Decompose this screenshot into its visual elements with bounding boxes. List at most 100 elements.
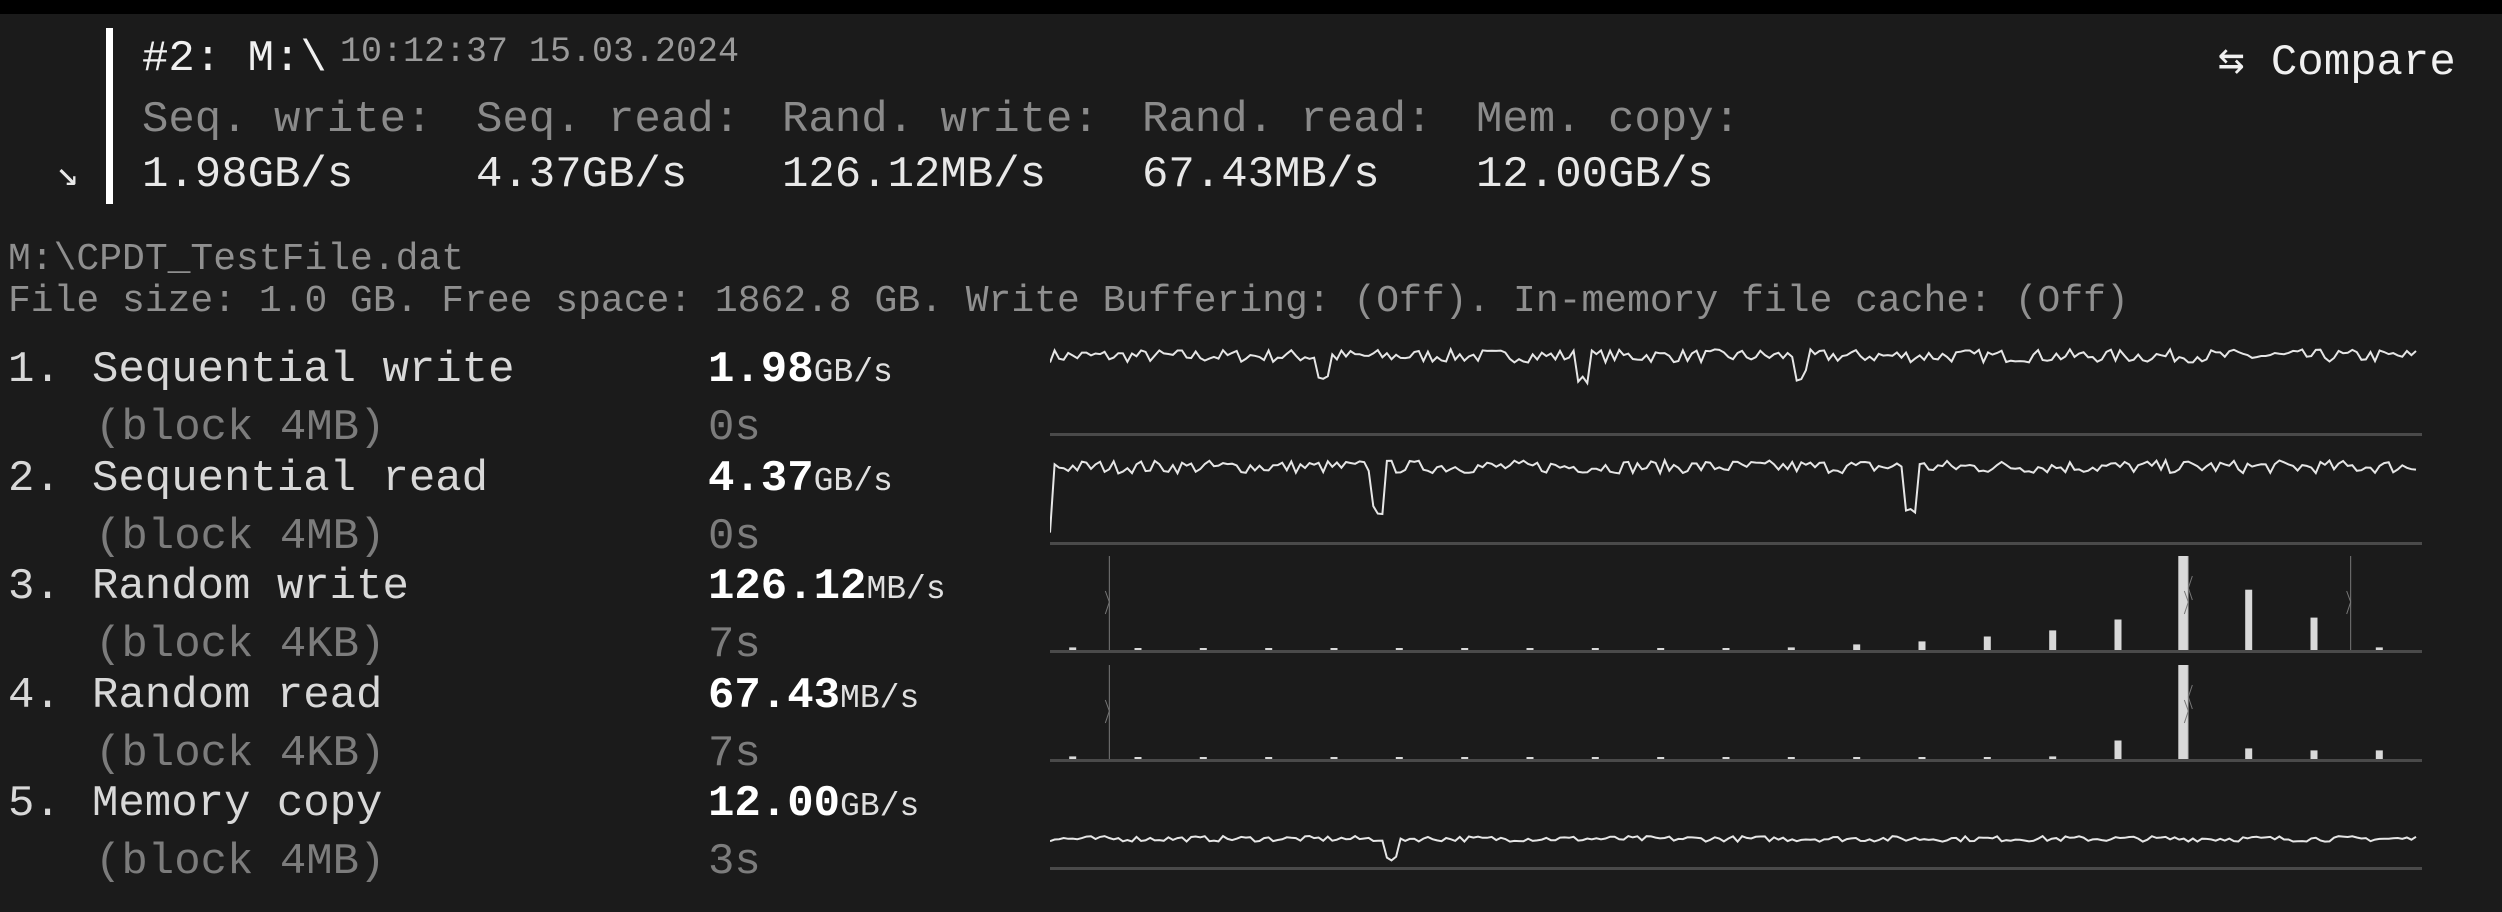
summary-value-mem-copy: 12.00GB/s bbox=[1476, 150, 1714, 200]
test-file-info: File size: 1.0 GB. Free space: 1862.8 GB… bbox=[8, 280, 2129, 323]
chart-bar bbox=[1983, 756, 1991, 759]
chart-bar bbox=[1395, 648, 1403, 650]
chart-bar bbox=[1526, 648, 1534, 650]
chart-bar bbox=[1853, 756, 1861, 759]
chart-random-read bbox=[1050, 664, 2422, 762]
test-result-value: 67.43 bbox=[708, 670, 841, 721]
chart-bar bbox=[1265, 648, 1273, 650]
chart-marker-chevron bbox=[2183, 590, 2189, 615]
test-result-unit: GB/s bbox=[813, 354, 893, 391]
test-result-unit: GB/s bbox=[813, 462, 893, 500]
chart-trace-line bbox=[1050, 834, 2417, 862]
chart-random-write bbox=[1050, 556, 2422, 653]
test-result: 67.43MB/s bbox=[708, 671, 919, 721]
chart-bar bbox=[1591, 648, 1599, 650]
chart-trace-line bbox=[1050, 346, 2417, 386]
chart-bar bbox=[2310, 749, 2318, 759]
test-result-value: 126.12 bbox=[708, 562, 867, 612]
chart-bar bbox=[1722, 648, 1730, 650]
chart-bar bbox=[2375, 749, 2383, 759]
chart-bar bbox=[2178, 664, 2189, 759]
test-block-size: (block 4MB) bbox=[95, 511, 386, 562]
test-number: 4. bbox=[8, 670, 61, 721]
chart-bar bbox=[2375, 647, 2383, 650]
top-bar bbox=[0, 0, 2502, 14]
summary-label-seq-write: Seq. write: bbox=[142, 95, 433, 145]
test-number: 3. bbox=[8, 562, 61, 612]
chart-bar bbox=[2114, 619, 2122, 650]
chart-marker-chevron bbox=[1104, 699, 1110, 723]
summary-label-rand-read: Rand. read: bbox=[1142, 95, 1433, 145]
test-name[interactable]: Sequential write bbox=[92, 345, 515, 395]
chart-bar bbox=[1199, 756, 1207, 759]
test-name[interactable]: Sequential read bbox=[92, 453, 489, 504]
test-block-size: (block 4MB) bbox=[95, 837, 386, 887]
chart-marker-chevron bbox=[2346, 590, 2352, 615]
summary-value-seq-write: 1.98GB/s bbox=[142, 150, 354, 200]
test-duration: 7s bbox=[708, 620, 761, 670]
chart-trace-line bbox=[1050, 457, 2417, 533]
chart-bar bbox=[1722, 756, 1730, 759]
test-result-unit: GB/s bbox=[840, 788, 920, 825]
chart-bar bbox=[1395, 756, 1403, 759]
test-duration: 3s bbox=[708, 837, 761, 887]
chart-bar bbox=[2049, 630, 2057, 650]
chart-bar bbox=[1330, 648, 1338, 650]
test-duration: 0s bbox=[708, 403, 761, 453]
chart-bar bbox=[1657, 648, 1665, 650]
test-name[interactable]: Random read bbox=[92, 670, 383, 721]
summary-value-rand-read: 67.43MB/s bbox=[1142, 150, 1380, 200]
chart-baseline bbox=[1050, 433, 2422, 436]
chart-marker-chevron bbox=[2187, 684, 2193, 709]
collapse-arrow-icon[interactable]: ↘ bbox=[56, 154, 79, 197]
summary-label-rand-write: Rand. write: bbox=[782, 95, 1099, 145]
chart-bar bbox=[2178, 556, 2189, 650]
chart-bar bbox=[1069, 647, 1077, 650]
test-block-size: (block 4KB) bbox=[95, 620, 386, 670]
chart-bar bbox=[1983, 636, 1991, 650]
test-result-unit: MB/s bbox=[866, 571, 946, 608]
summary-value-seq-read: 4.37GB/s bbox=[476, 150, 688, 200]
chart-memory-copy bbox=[1050, 834, 2422, 870]
chart-bar bbox=[1265, 756, 1273, 759]
chart-baseline bbox=[1050, 541, 2422, 545]
chart-bar bbox=[1787, 756, 1795, 759]
test-result: 12.00GB/s bbox=[708, 779, 919, 829]
test-name[interactable]: Memory copy bbox=[92, 779, 383, 829]
test-file-path: M:\CPDT_TestFile.dat bbox=[8, 238, 465, 281]
chart-bar bbox=[1134, 756, 1142, 759]
chart-baseline bbox=[1050, 867, 2422, 870]
test-result: 4.37GB/s bbox=[708, 454, 893, 504]
test-number: 2. bbox=[8, 453, 61, 504]
summary-label-mem-copy: Mem. copy: bbox=[1476, 95, 1741, 145]
chart-bar bbox=[2310, 617, 2318, 650]
chart-bar bbox=[1134, 648, 1142, 650]
chart-bar bbox=[1787, 647, 1795, 650]
chart-bar bbox=[1069, 755, 1077, 759]
compare-button[interactable]: ⇆ Compare bbox=[2218, 38, 2456, 88]
test-result-value: 4.37 bbox=[708, 453, 814, 504]
test-result-value: 12.00 bbox=[708, 779, 841, 829]
result-marker-bar bbox=[106, 28, 113, 204]
test-number: 1. bbox=[8, 345, 61, 395]
result-timestamp: 10:12:37 15.03.2024 bbox=[340, 32, 740, 72]
chart-sequential-read bbox=[1050, 457, 2422, 545]
chart-baseline bbox=[1050, 758, 2422, 762]
chart-bar bbox=[1918, 756, 1926, 759]
test-block-size: (block 4KB) bbox=[95, 728, 386, 779]
chart-bar bbox=[2049, 755, 2057, 759]
chart-bar bbox=[2245, 589, 2253, 650]
chart-bar bbox=[1330, 756, 1338, 759]
chart-marker-chevron bbox=[2183, 699, 2189, 723]
test-result-value: 1.98 bbox=[708, 345, 814, 395]
test-result: 126.12MB/s bbox=[708, 562, 946, 612]
test-duration: 7s bbox=[708, 728, 761, 779]
chart-bar bbox=[1853, 644, 1861, 650]
chart-bar bbox=[1657, 756, 1665, 759]
test-number: 5. bbox=[8, 779, 61, 829]
chart-bar bbox=[1461, 648, 1469, 650]
test-name[interactable]: Random write bbox=[92, 562, 409, 612]
test-result-unit: MB/s bbox=[840, 679, 920, 717]
test-result: 1.98GB/s bbox=[708, 345, 893, 395]
chart-bar bbox=[2245, 747, 2253, 759]
